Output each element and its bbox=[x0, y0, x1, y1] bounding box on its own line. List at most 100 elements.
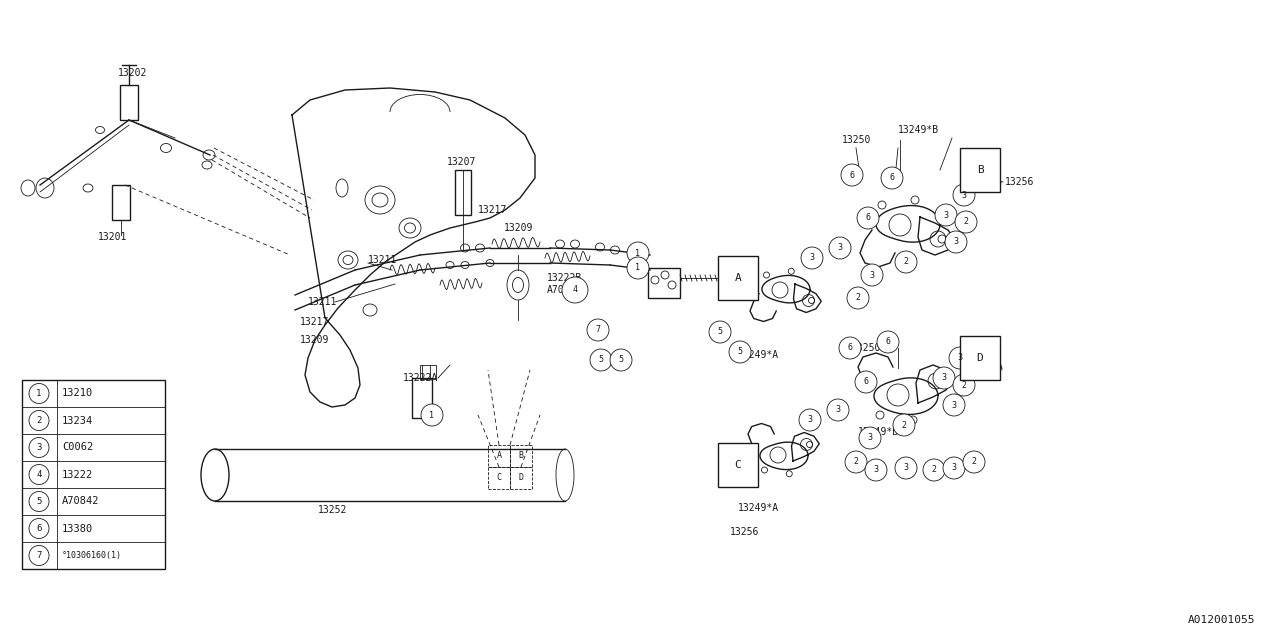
Circle shape bbox=[627, 242, 649, 264]
Text: 1: 1 bbox=[36, 389, 42, 398]
Text: 1: 1 bbox=[635, 248, 640, 257]
Text: 3: 3 bbox=[36, 443, 42, 452]
Text: 4: 4 bbox=[572, 285, 577, 294]
Text: 7: 7 bbox=[36, 551, 42, 560]
Text: 13217: 13217 bbox=[300, 317, 329, 327]
Circle shape bbox=[881, 167, 902, 189]
Text: A: A bbox=[497, 451, 502, 461]
Circle shape bbox=[841, 164, 863, 186]
Text: 3: 3 bbox=[868, 433, 873, 442]
Text: 3: 3 bbox=[961, 191, 966, 200]
Circle shape bbox=[895, 457, 916, 479]
Text: 2: 2 bbox=[972, 458, 977, 467]
Text: 13256: 13256 bbox=[1005, 177, 1034, 187]
Text: 2: 2 bbox=[961, 381, 966, 390]
Text: A: A bbox=[735, 273, 741, 283]
Circle shape bbox=[933, 367, 955, 389]
Text: 13222A: 13222A bbox=[402, 373, 438, 383]
Text: 3: 3 bbox=[808, 415, 813, 424]
Text: 3: 3 bbox=[836, 406, 841, 415]
Text: 7: 7 bbox=[595, 326, 600, 335]
Text: 3: 3 bbox=[942, 374, 946, 383]
Text: 3: 3 bbox=[869, 271, 874, 280]
Circle shape bbox=[847, 287, 869, 309]
Text: 6: 6 bbox=[886, 337, 891, 346]
Text: 13250: 13250 bbox=[842, 135, 872, 145]
Circle shape bbox=[859, 427, 881, 449]
Circle shape bbox=[709, 321, 731, 343]
Text: C0062: C0062 bbox=[61, 442, 93, 452]
Text: 3: 3 bbox=[957, 353, 963, 362]
Circle shape bbox=[893, 414, 915, 436]
Text: A70842: A70842 bbox=[61, 497, 100, 506]
Text: A70624: A70624 bbox=[547, 285, 582, 295]
Circle shape bbox=[29, 383, 49, 403]
Text: 3: 3 bbox=[904, 463, 909, 472]
Circle shape bbox=[611, 349, 632, 371]
Text: 3: 3 bbox=[809, 253, 814, 262]
Circle shape bbox=[29, 410, 49, 431]
Text: 5: 5 bbox=[599, 355, 603, 365]
Circle shape bbox=[861, 264, 883, 286]
Circle shape bbox=[29, 545, 49, 566]
Text: D: D bbox=[977, 353, 983, 363]
Text: 3: 3 bbox=[951, 401, 956, 410]
Text: 13249*B: 13249*B bbox=[858, 427, 899, 437]
Text: 2: 2 bbox=[932, 465, 937, 474]
Text: 2: 2 bbox=[964, 218, 969, 227]
Text: 5: 5 bbox=[36, 497, 42, 506]
Text: 3: 3 bbox=[954, 237, 959, 246]
Text: 6: 6 bbox=[865, 214, 870, 223]
Text: C: C bbox=[497, 474, 502, 483]
Text: 2: 2 bbox=[36, 416, 42, 425]
Circle shape bbox=[923, 459, 945, 481]
Circle shape bbox=[588, 319, 609, 341]
Text: B: B bbox=[977, 165, 983, 175]
Text: 13222: 13222 bbox=[61, 470, 93, 479]
Circle shape bbox=[943, 394, 965, 416]
Text: 13211: 13211 bbox=[308, 297, 338, 307]
Text: 13202: 13202 bbox=[118, 68, 147, 78]
Circle shape bbox=[945, 231, 966, 253]
Text: 13249*B: 13249*B bbox=[899, 125, 940, 135]
Text: B: B bbox=[518, 451, 524, 461]
Text: 13201: 13201 bbox=[99, 232, 128, 242]
Circle shape bbox=[865, 459, 887, 481]
Text: 13211: 13211 bbox=[369, 255, 397, 265]
Circle shape bbox=[29, 465, 49, 484]
Text: 5: 5 bbox=[718, 328, 722, 337]
Text: A012001055: A012001055 bbox=[1188, 615, 1254, 625]
Text: 13249*A: 13249*A bbox=[739, 350, 780, 360]
Text: 6: 6 bbox=[36, 524, 42, 533]
Text: 3: 3 bbox=[873, 465, 878, 474]
Circle shape bbox=[801, 247, 823, 269]
Circle shape bbox=[955, 211, 977, 233]
Text: D: D bbox=[518, 474, 524, 483]
Circle shape bbox=[562, 277, 588, 303]
Text: 6: 6 bbox=[847, 344, 852, 353]
Circle shape bbox=[954, 184, 975, 206]
Circle shape bbox=[855, 371, 877, 393]
Circle shape bbox=[627, 257, 649, 279]
Circle shape bbox=[858, 207, 879, 229]
Text: 13234: 13234 bbox=[61, 415, 93, 426]
Circle shape bbox=[29, 492, 49, 511]
Text: 4: 4 bbox=[36, 470, 42, 479]
Text: 6: 6 bbox=[864, 378, 869, 387]
Circle shape bbox=[845, 451, 867, 473]
Text: 13209: 13209 bbox=[504, 223, 534, 233]
Text: 13249*A: 13249*A bbox=[739, 503, 780, 513]
Text: 13380: 13380 bbox=[61, 524, 93, 534]
Text: 3: 3 bbox=[943, 211, 948, 220]
Circle shape bbox=[799, 409, 820, 431]
Circle shape bbox=[829, 237, 851, 259]
Text: °10306160(1): °10306160(1) bbox=[61, 551, 122, 560]
Circle shape bbox=[943, 457, 965, 479]
Circle shape bbox=[29, 518, 49, 538]
Circle shape bbox=[963, 451, 986, 473]
Text: 13217: 13217 bbox=[477, 205, 507, 215]
Text: 2: 2 bbox=[901, 420, 906, 429]
Text: 13256: 13256 bbox=[730, 527, 759, 537]
Circle shape bbox=[590, 349, 612, 371]
Text: 1: 1 bbox=[430, 410, 434, 419]
